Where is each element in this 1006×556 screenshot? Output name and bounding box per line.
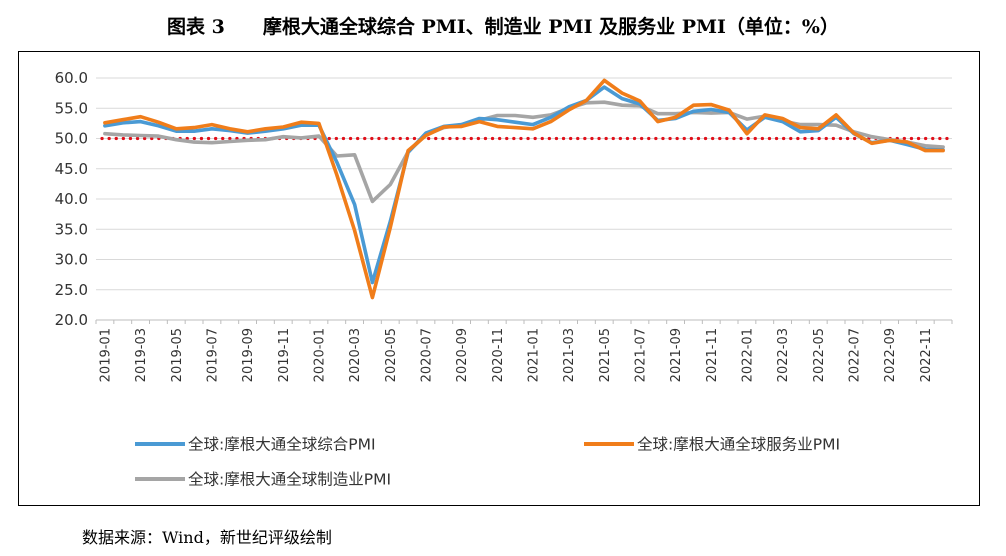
y-axis: 20.0 25.0 30.0 35.0 40.0 45.0 50.0 55.0 60.0: [55, 69, 88, 329]
legend-label: 全球:摩根大通全球服务业PMI: [637, 436, 840, 454]
chart-frame: 20.0 25.0 30.0 35.0 40.0 45.0 50.0 55.0 60.0 201…: [18, 51, 980, 506]
y-tick-label: 30.0: [55, 251, 88, 269]
x-tick-label: 2022-05: [812, 328, 827, 382]
x-tick-label: 2020-03: [348, 328, 363, 382]
y-tick-label: 35.0: [55, 220, 88, 238]
y-tick-label: 50.0: [55, 130, 88, 148]
grid-lines: [96, 77, 952, 321]
x-tick-label: 2022-09: [883, 328, 898, 382]
series-lines: [103, 78, 945, 300]
x-tick-label: 2020-05: [384, 328, 399, 382]
x-tick-label: 2021-07: [633, 328, 648, 382]
x-tick-label: 2022-01: [740, 328, 755, 382]
x-tick-label: 2022-03: [776, 328, 791, 382]
x-tick-label: 2019-09: [241, 328, 256, 382]
source-note: 数据来源：Wind，新世纪评级绘制: [82, 528, 332, 547]
pmi-line-chart: 20.0 25.0 30.0 35.0 40.0 45.0 50.0 55.0 60.0 201…: [55, 69, 953, 489]
x-tick-label: 2021-01: [526, 328, 541, 382]
x-tick-label: 2021-05: [598, 328, 613, 382]
series-line-2: [103, 100, 945, 204]
x-tick-label: 2019-01: [98, 328, 113, 382]
y-tick-label: 40.0: [55, 190, 88, 208]
x-tick-label: 2020-11: [491, 328, 506, 382]
x-tick-label: 2021-11: [705, 328, 720, 382]
x-tick-label: 2019-03: [134, 328, 149, 382]
x-tick-label: 2020-07: [419, 328, 434, 382]
legend-label: 全球:摩根大通全球制造业PMI: [188, 471, 391, 489]
series-line-1: [103, 78, 945, 300]
x-tick-label: 2019-05: [170, 328, 185, 382]
y-tick-label: 45.0: [55, 160, 88, 178]
x-tick-label: 2020-09: [455, 328, 470, 382]
legend: 全球:摩根大通全球综合PMI 全球:摩根大通全球服务业PMI 全球:摩根大通全球制造…: [135, 436, 840, 489]
y-tick-label: 25.0: [55, 281, 88, 299]
x-axis: 2019-01 2019-03 2019-05 2019-07 2019-09 2019-…: [95, 320, 953, 382]
figure-title: 图表 3 摩根大通全球综合 PMI、制造业 PMI 及服务业 PMI（单位：%）: [167, 16, 839, 38]
x-tick-label: 2020-01: [312, 328, 327, 382]
x-tick-label: 2022-07: [847, 328, 862, 382]
x-tick-label: 2019-11: [277, 328, 292, 382]
x-tick-label: 2019-07: [205, 328, 220, 382]
y-tick-label: 55.0: [55, 99, 88, 117]
legend-label: 全球:摩根大通全球综合PMI: [188, 436, 376, 454]
x-tick-label: 2021-03: [562, 328, 577, 382]
x-tick-label: 2021-09: [669, 328, 684, 382]
x-tick-label: 2022-11: [919, 328, 934, 382]
y-tick-label: 60.0: [55, 69, 88, 87]
y-tick-label: 20.0: [55, 311, 88, 329]
